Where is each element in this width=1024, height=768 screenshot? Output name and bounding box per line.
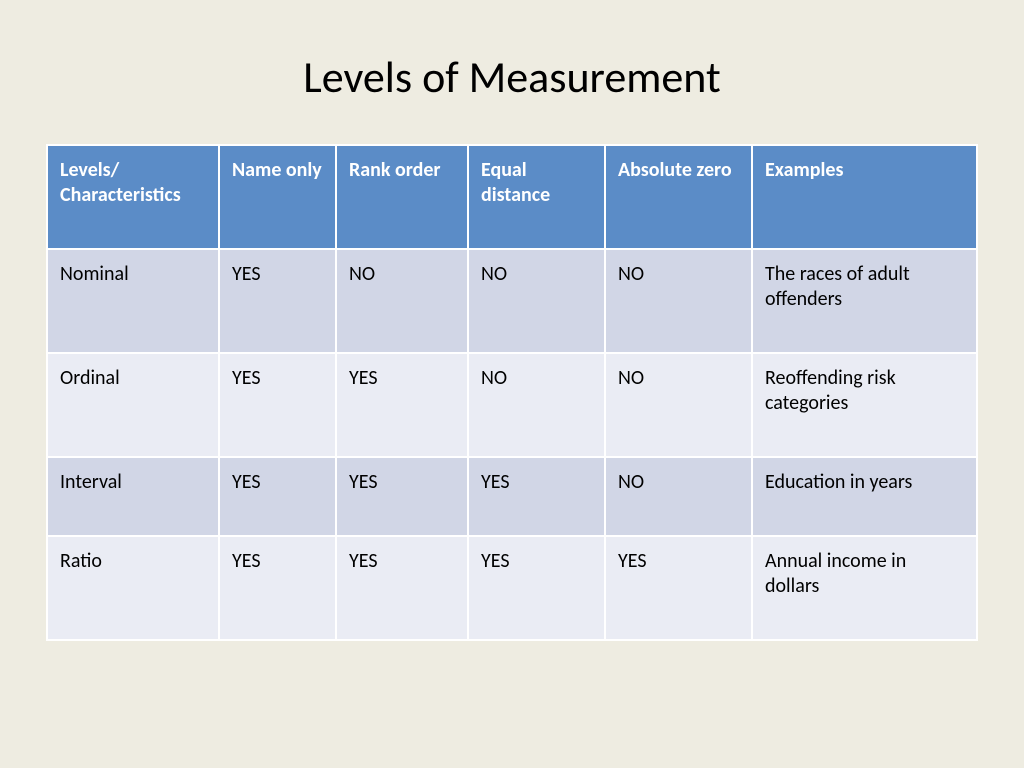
cell-zero: NO <box>606 354 751 456</box>
cell-level: Ordinal <box>48 354 218 456</box>
table-row: Interval YES YES YES NO Education in yea… <box>48 458 976 535</box>
cell-level: Interval <box>48 458 218 535</box>
cell-equal: YES <box>469 537 604 639</box>
col-header-examples: Examples <box>753 146 976 248</box>
table-header-row: Levels/ Characteristics Name only Rank o… <box>48 146 976 248</box>
col-header-rank-order: Rank order <box>337 146 467 248</box>
measurement-table: Levels/ Characteristics Name only Rank o… <box>46 144 978 641</box>
cell-rank: YES <box>337 354 467 456</box>
slide: Levels of Measurement Levels/ Characteri… <box>0 0 1024 768</box>
table-row: Ordinal YES YES NO NO Reoffending risk c… <box>48 354 976 456</box>
cell-equal: YES <box>469 458 604 535</box>
cell-examples: Annual income in dollars <box>753 537 976 639</box>
col-header-name-only: Name only <box>220 146 335 248</box>
slide-title: Levels of Measurement <box>40 50 984 104</box>
table-row: Ratio YES YES YES YES Annual income in d… <box>48 537 976 639</box>
cell-equal: NO <box>469 250 604 352</box>
cell-rank: YES <box>337 458 467 535</box>
cell-name: YES <box>220 458 335 535</box>
col-header-level: Levels/ Characteristics <box>48 146 218 248</box>
cell-zero: YES <box>606 537 751 639</box>
cell-name: YES <box>220 354 335 456</box>
col-header-equal-distance: Equal distance <box>469 146 604 248</box>
cell-examples: Education in years <box>753 458 976 535</box>
table-container: Levels/ Characteristics Name only Rank o… <box>40 144 984 641</box>
cell-zero: NO <box>606 458 751 535</box>
cell-name: YES <box>220 537 335 639</box>
cell-zero: NO <box>606 250 751 352</box>
cell-level: Nominal <box>48 250 218 352</box>
cell-level: Ratio <box>48 537 218 639</box>
cell-examples: The races of adult offenders <box>753 250 976 352</box>
cell-equal: NO <box>469 354 604 456</box>
cell-rank: NO <box>337 250 467 352</box>
table-row: Nominal YES NO NO NO The races of adult … <box>48 250 976 352</box>
cell-rank: YES <box>337 537 467 639</box>
cell-name: YES <box>220 250 335 352</box>
col-header-absolute-zero: Absolute zero <box>606 146 751 248</box>
cell-examples: Reoffending risk categories <box>753 354 976 456</box>
